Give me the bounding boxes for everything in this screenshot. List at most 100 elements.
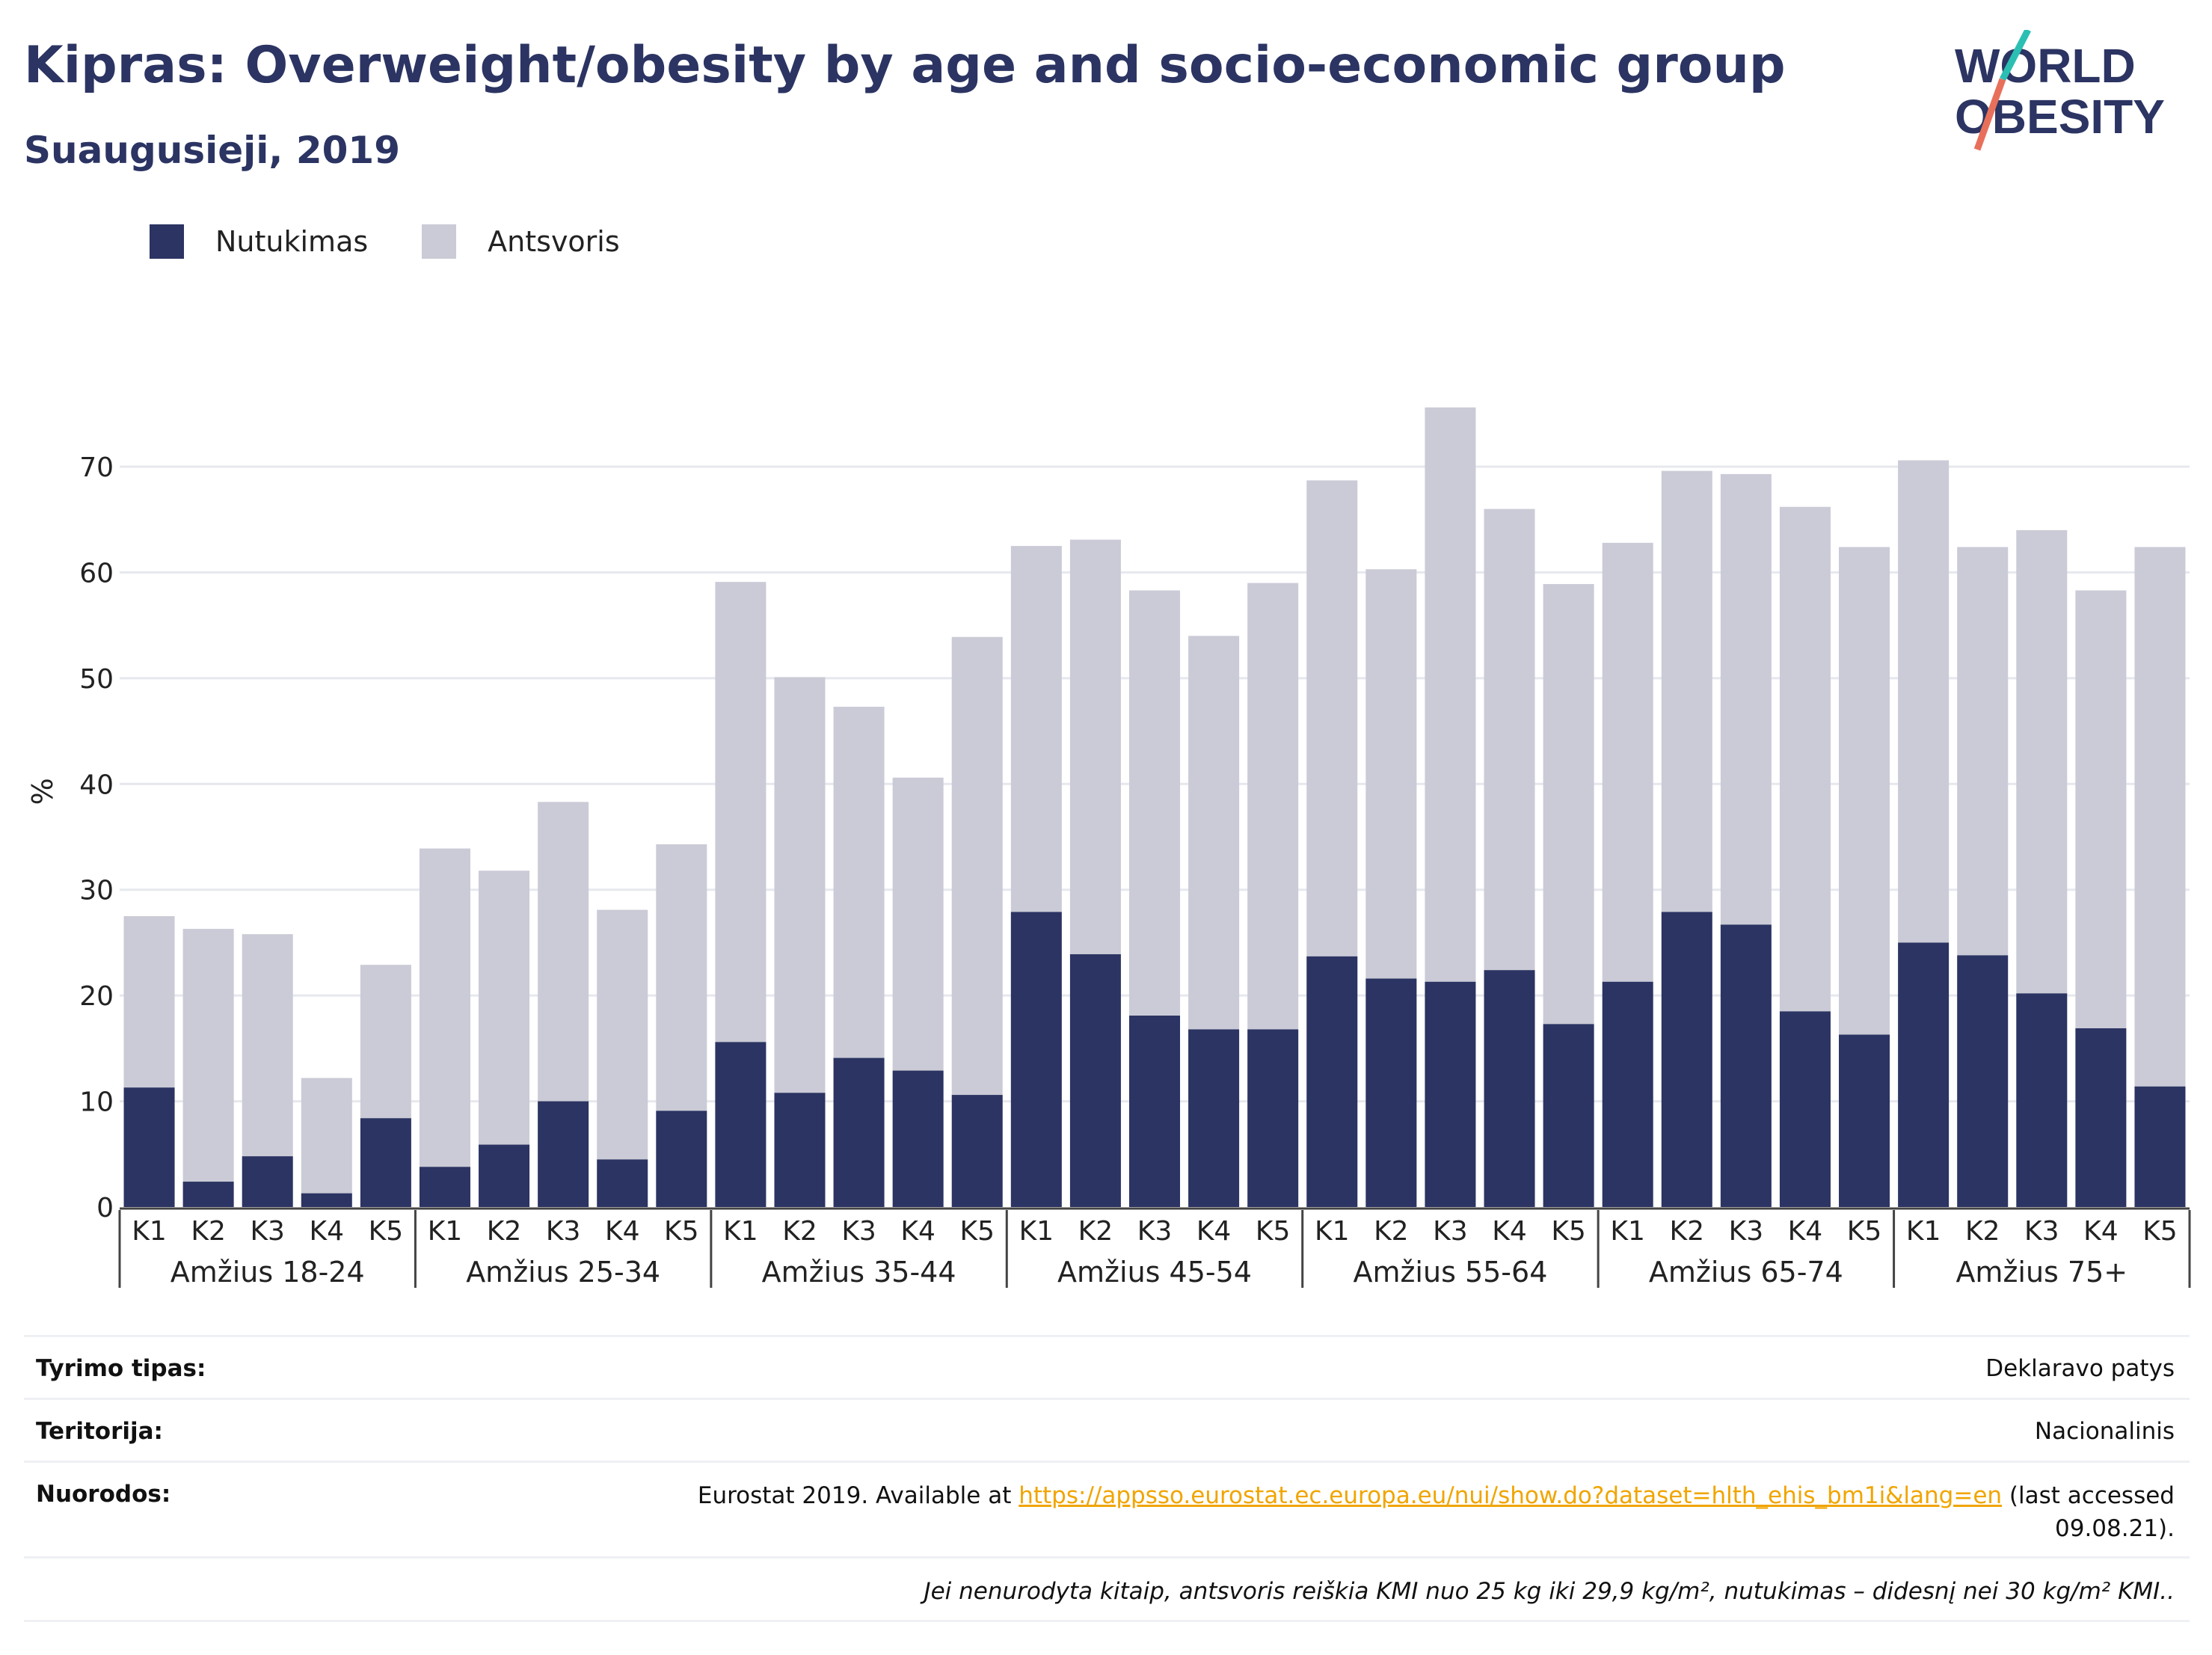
x-tick-label: K1 <box>132 1216 167 1247</box>
bar-nutukimas <box>1602 981 1653 1207</box>
x-tick-label: K2 <box>1670 1216 1705 1247</box>
bar-nutukimas <box>1069 954 1121 1207</box>
x-tick-label: K2 <box>191 1216 226 1247</box>
references-line-2: 09.08.21). <box>2055 1515 2175 1542</box>
y-tick-label: 0 <box>96 1193 114 1223</box>
bar-antsvoris <box>419 848 470 1167</box>
x-tick-label: K1 <box>1610 1216 1645 1247</box>
bar-antsvoris <box>182 929 234 1182</box>
bar-nutukimas <box>2016 993 2068 1207</box>
bar-nutukimas <box>715 1042 766 1207</box>
info-label-references: Nuorodos: <box>36 1481 171 1508</box>
bar-antsvoris <box>2075 590 2127 1028</box>
x-tick-label: K3 <box>1137 1216 1173 1247</box>
logo-text-world: WORLD <box>1955 39 2136 93</box>
y-tick-label: 70 <box>79 452 114 483</box>
bar-nutukimas <box>1957 955 2009 1207</box>
bar-nutukimas <box>1661 912 1712 1207</box>
x-tick-label: K2 <box>1374 1216 1409 1247</box>
bar-antsvoris <box>1898 460 1950 943</box>
bar-antsvoris <box>1365 569 1417 979</box>
x-tick-label: K4 <box>605 1216 640 1247</box>
chart-subtitle: Suaugusieji, 2019 <box>24 129 400 172</box>
info-value-survey-type: Deklaravo patys <box>1985 1355 2175 1382</box>
info-row-note: Jei nenurodyta kitaip, antsvoris reiškia… <box>24 1556 2190 1622</box>
world-obesity-logo: WORLD OBESITY <box>1955 30 2165 151</box>
x-tick-label: K2 <box>1965 1216 2000 1247</box>
bar-antsvoris <box>1128 590 1181 1016</box>
stacked-bar-chart: 0 10 20 30 40 50 60 70% K1 K2 K3 K4 K5 K1 K2 K3 K4 K5 K1 K2… <box>26 407 2191 1289</box>
bar-nutukimas <box>242 1156 293 1207</box>
bar-nutukimas <box>360 1118 411 1207</box>
x-tick-label: K1 <box>1019 1216 1054 1247</box>
y-tick-label: 30 <box>79 876 114 906</box>
x-tick-label: K5 <box>664 1216 699 1247</box>
bar-nutukimas <box>833 1057 885 1207</box>
bar-nutukimas <box>182 1182 234 1207</box>
info-label-territory: Teritorija: <box>36 1418 163 1445</box>
definition-note: Jei nenurodyta kitaip, antsvoris reiškia… <box>924 1578 2175 1605</box>
legend-swatch-nutukimas <box>150 224 184 259</box>
info-row-territory: Teritorija: Nacionalinis <box>24 1398 2190 1461</box>
bar-antsvoris <box>1069 539 1121 954</box>
bar-nutukimas <box>1128 1016 1181 1207</box>
bar-antsvoris <box>833 707 885 1058</box>
y-tick-label: 50 <box>79 664 114 695</box>
bar-nutukimas <box>301 1193 352 1207</box>
bar-nutukimas <box>1779 1011 1831 1207</box>
bar-nutukimas <box>892 1070 944 1207</box>
bar-antsvoris <box>2134 547 2186 1087</box>
bar-nutukimas <box>1720 924 1772 1207</box>
bar-antsvoris <box>1839 547 1890 1035</box>
bar-antsvoris <box>242 934 293 1157</box>
bar-antsvoris <box>1543 583 1594 1025</box>
bar-nutukimas <box>419 1167 470 1207</box>
x-tick-label: K3 <box>841 1216 876 1247</box>
bar-nutukimas <box>479 1144 530 1207</box>
bar-nutukimas <box>774 1093 826 1207</box>
x-tick-label: K3 <box>546 1216 581 1247</box>
x-tick-label: K4 <box>310 1216 345 1247</box>
bar-nutukimas <box>2075 1028 2127 1207</box>
bar-nutukimas <box>1188 1029 1240 1207</box>
bar-antsvoris <box>479 871 530 1145</box>
eurostat-link[interactable]: https://appsso.eurostat.ec.europa.eu/nui… <box>1019 1482 2003 1509</box>
bar-nutukimas <box>123 1087 175 1207</box>
info-row-survey-type: Tyrimo tipas: Deklaravo patys <box>24 1335 2190 1398</box>
y-tick-label: 60 <box>79 558 114 589</box>
info-row-references: Nuorodos: Eurostat 2019. Available at ht… <box>24 1461 2190 1556</box>
bar-antsvoris <box>1957 547 2009 956</box>
bar-antsvoris <box>1661 470 1712 912</box>
y-tick-label: 20 <box>79 981 114 1012</box>
x-tick-label: K4 <box>1196 1216 1232 1247</box>
y-tick-label: 40 <box>79 770 114 800</box>
y-tick-label: 10 <box>79 1087 114 1118</box>
bar-antsvoris <box>1720 473 1772 925</box>
bar-antsvoris <box>301 1078 352 1194</box>
x-tick-label: K3 <box>1729 1216 1764 1247</box>
group-label: Amžius 18-24 <box>170 1256 365 1289</box>
bar-antsvoris <box>2016 529 2068 994</box>
bar-nutukimas <box>951 1095 1003 1207</box>
group-label: Amžius 75+ <box>1956 1256 2127 1289</box>
x-tick-label: K1 <box>723 1216 758 1247</box>
bar-nutukimas <box>597 1159 648 1207</box>
bar-antsvoris <box>1010 546 1062 912</box>
x-tick-label: K5 <box>2142 1216 2178 1247</box>
info-value-territory: Nacionalinis <box>2034 1418 2175 1445</box>
x-tick-label: K5 <box>369 1216 404 1247</box>
bar-antsvoris <box>123 916 175 1088</box>
group-label: Amžius 65-74 <box>1649 1256 1843 1289</box>
bar-antsvoris <box>1247 583 1299 1030</box>
bar-nutukimas <box>656 1111 707 1207</box>
legend-item-nutukimas: Nutukimas <box>150 224 368 259</box>
legend-label-antsvoris: Antsvoris <box>488 225 620 258</box>
bar-antsvoris <box>774 677 826 1093</box>
x-tick-label: K3 <box>250 1216 285 1247</box>
x-tick-label: K5 <box>1256 1216 1291 1247</box>
x-tick-label: K5 <box>1847 1216 1882 1247</box>
bar-antsvoris <box>597 909 648 1160</box>
bar-antsvoris <box>1425 407 1476 982</box>
group-label: Amžius 25-34 <box>466 1256 660 1289</box>
chart-legend: Nutukimas Antsvoris <box>150 223 674 260</box>
